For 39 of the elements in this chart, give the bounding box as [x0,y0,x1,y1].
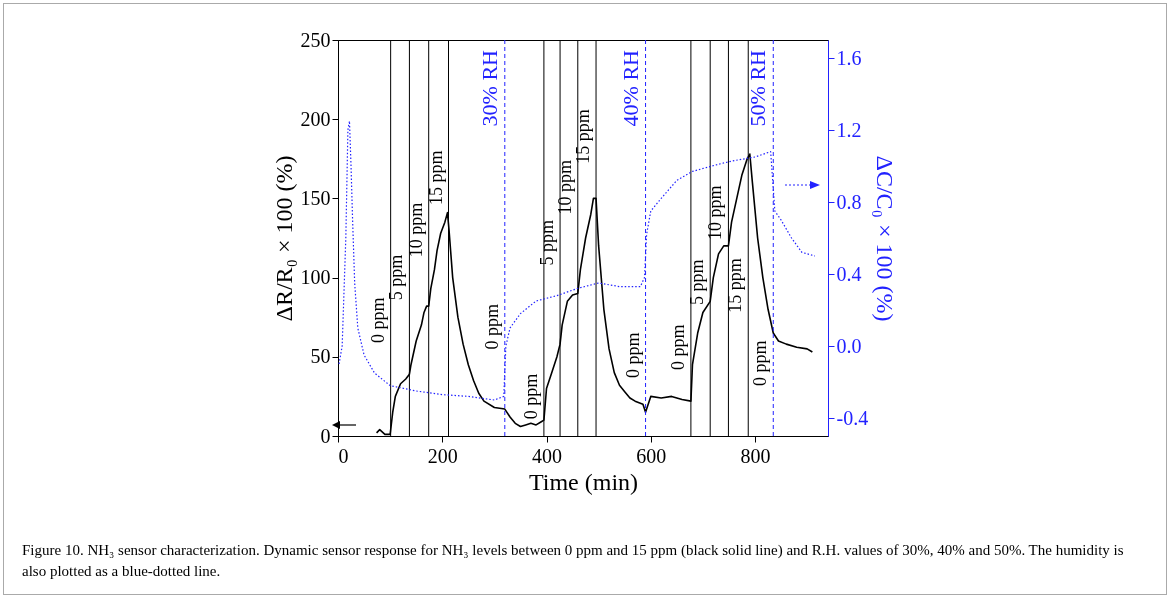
annotation: 15 ppm [425,150,446,206]
x-tick-label: 600 [636,444,667,467]
annotation: 0 ppm [750,340,771,386]
annotation: 15 ppm [573,109,594,164]
annotation: 10 ppm [554,160,575,215]
annotation: 15 ppm [725,258,746,313]
annotation: 0 ppm [367,297,388,344]
y2-axis-title: ΔC/C₀ × 100 (%) [872,155,899,322]
y-tick-label: 150 [300,186,331,209]
y-tick-label: 0 [320,424,331,447]
y2-tick-label: 0.4 [836,262,862,285]
annotation: 5 ppm [537,219,558,266]
ref-line-label: 30% RH [476,49,502,127]
y2-tick-label: 1.6 [836,46,862,69]
caption: Figure 10. NH₃ sensor characterization. Dynamic sensor response for NH₃ levels between 0 ppm and 15 ppm (black solid line) and R.H. values of 30%, 40% and 50%. The humidity is also plotted as a blue-dotted line. [22,541,1125,581]
y2-tick-label: 1.2 [836,118,862,141]
ref-line-label: 50% RH [745,49,771,127]
y2-tick-label: -0.4 [836,406,869,429]
y-tick-label: 200 [300,107,331,130]
y-tick-label: 50 [310,345,331,368]
annotation: 5 ppm [687,259,708,306]
x-tick-label: 400 [532,444,563,467]
y-tick-label: 100 [300,266,331,289]
x-axis-title: Time (min) [528,468,639,495]
x-tick-label: 0 [338,444,349,467]
annotation: 10 ppm [405,202,426,258]
x-tick-label: 200 [427,444,458,467]
annotation: 10 ppm [705,185,726,240]
annotation: 0 ppm [520,373,541,420]
ref-line-label: 40% RH [617,49,643,127]
annotation: 5 ppm [386,254,407,301]
annotation: 0 ppm [481,303,502,350]
x-tick-label: 800 [740,444,771,467]
y-axis-title: ΔR/R₀ × 100 (%) [270,155,297,322]
y-tick-label: 250 [300,28,331,51]
annotation: 0 ppm [667,324,688,371]
y2-tick-label: 0.0 [836,334,862,357]
y2-tick-label: 0.8 [836,190,862,213]
annotation: 0 ppm [622,332,643,378]
